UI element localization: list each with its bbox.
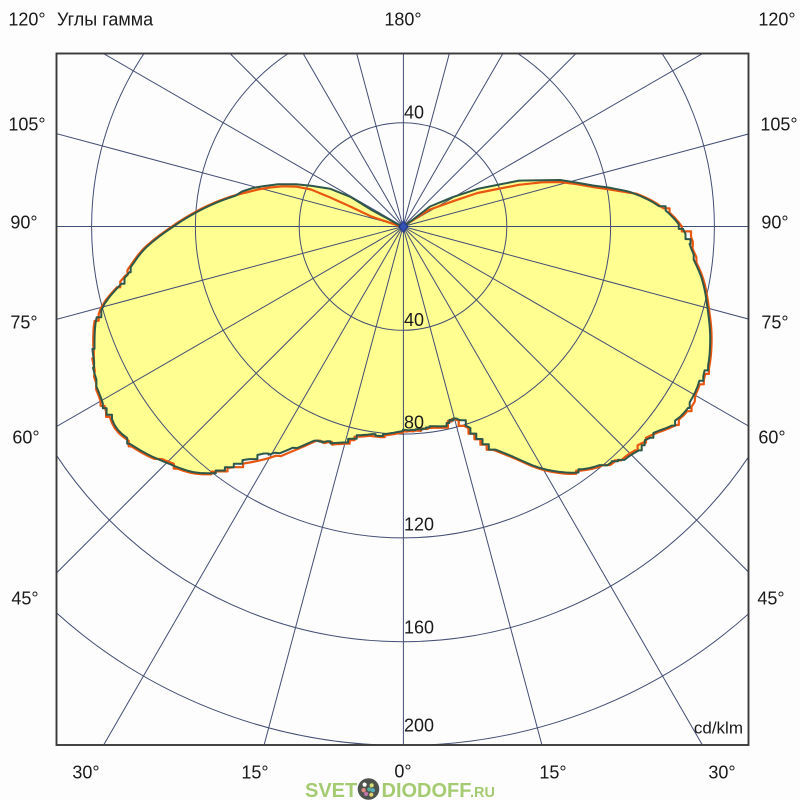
svg-text:30°: 30° <box>72 762 99 782</box>
svg-text:90°: 90° <box>10 212 37 232</box>
svg-text:15°: 15° <box>539 762 566 782</box>
svg-text:90°: 90° <box>761 212 788 232</box>
svg-text:120°: 120° <box>758 9 795 29</box>
svg-text:200: 200 <box>404 715 434 735</box>
svg-text:SVET: SVET <box>305 780 357 800</box>
svg-text:.RU: .RU <box>470 785 495 800</box>
svg-text:120: 120 <box>404 514 434 534</box>
svg-text:180°: 180° <box>384 9 421 29</box>
svg-text:75°: 75° <box>10 312 37 332</box>
svg-text:cd/klm: cd/klm <box>694 718 743 737</box>
svg-text:45°: 45° <box>757 588 784 608</box>
svg-text:75°: 75° <box>761 312 788 332</box>
svg-text:80: 80 <box>404 412 424 432</box>
svg-text:0°: 0° <box>394 761 411 781</box>
svg-text:60°: 60° <box>12 427 39 447</box>
svg-text:105°: 105° <box>760 114 797 134</box>
svg-text:40: 40 <box>404 102 424 122</box>
svg-text:45°: 45° <box>11 588 38 608</box>
svg-text:60°: 60° <box>758 427 785 447</box>
svg-text:15°: 15° <box>241 762 268 782</box>
svg-text:Углы гамма: Углы гамма <box>57 9 154 29</box>
svg-text:DIODOFF: DIODOFF <box>382 780 472 800</box>
svg-text:160: 160 <box>404 617 434 637</box>
svg-text:105°: 105° <box>8 114 45 134</box>
svg-text:120°: 120° <box>8 9 45 29</box>
svg-text:40: 40 <box>404 310 424 330</box>
svg-text:30°: 30° <box>708 762 735 782</box>
